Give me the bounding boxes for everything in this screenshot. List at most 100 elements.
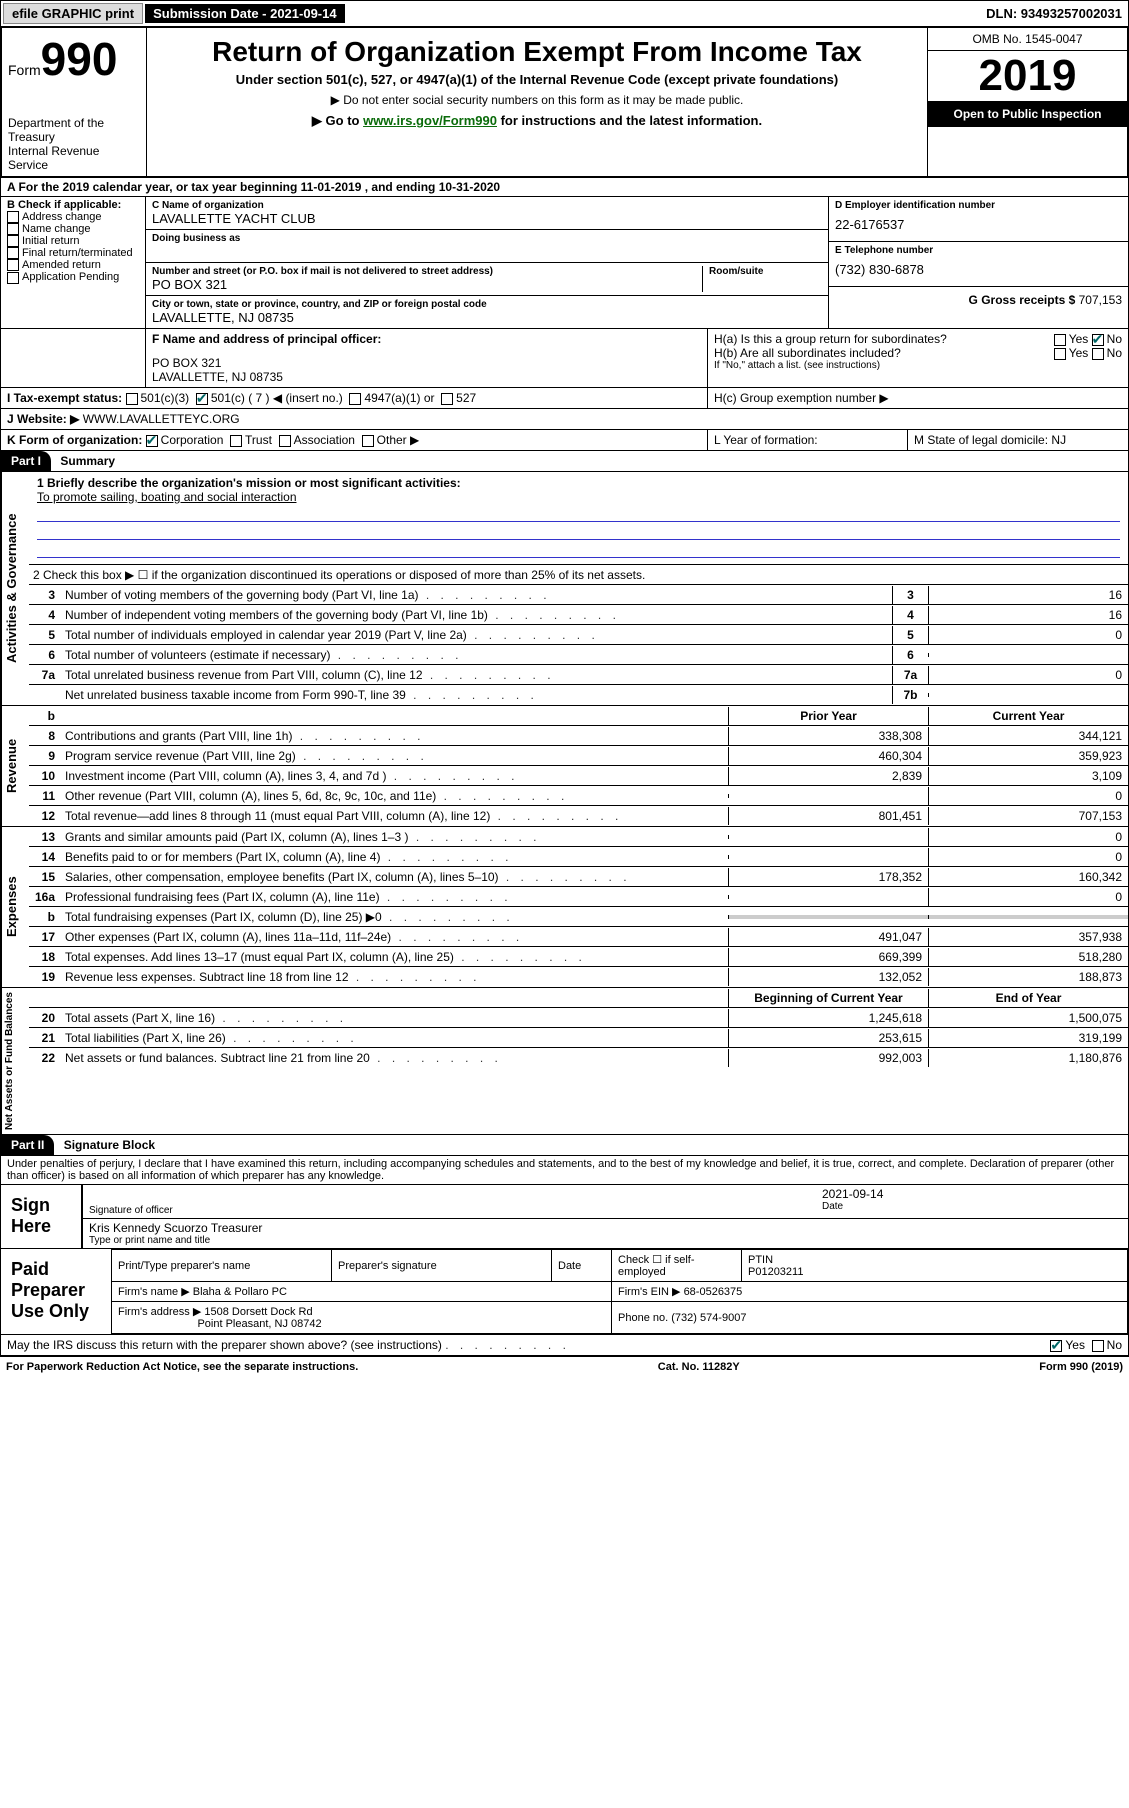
type-name-label: Type or print name and title [89, 1235, 262, 1246]
line-7a: 7a Total unrelated business revenue from… [29, 665, 1128, 685]
tax-year: 2019 [928, 51, 1127, 101]
discuss-question: May the IRS discuss this return with the… [1, 1335, 928, 1355]
officer-addr1: PO BOX 321 [152, 356, 701, 370]
tax-period: A For the 2019 calendar year, or tax yea… [0, 178, 1129, 197]
ein-label: D Employer identification number [835, 200, 1122, 211]
sig-officer-label: Signature of officer [89, 1205, 822, 1216]
phone: (732) 830-6878 [835, 256, 1122, 283]
firm-ein-label: Firm's EIN ▶ [618, 1286, 681, 1298]
room-label: Room/suite [709, 266, 822, 277]
state-domicile: M State of legal domicile: NJ [908, 430, 1128, 450]
city-state-zip: LAVALLETTE, NJ 08735 [152, 310, 822, 325]
form-org-label: K Form of organization: [7, 433, 142, 447]
opt-association[interactable]: Association [294, 433, 355, 447]
discuss-yes[interactable]: Yes [1065, 1338, 1085, 1352]
dept-treasury: Department of the Treasury [8, 116, 140, 144]
sig-date-label: Date [822, 1201, 1122, 1212]
form-no: Form 990 (2019) [1039, 1361, 1123, 1373]
check-initial-return[interactable]: Initial return [7, 235, 139, 247]
governance-section: Activities & Governance 1 Briefly descri… [0, 472, 1129, 706]
check-amended[interactable]: Amended return [7, 259, 139, 271]
line-20: 20 Total assets (Part X, line 16) 1,245,… [29, 1008, 1128, 1028]
prior-year-header: Prior Year [728, 707, 928, 725]
line-18: 18 Total expenses. Add lines 13–17 (must… [29, 947, 1128, 967]
prep-date-label: Date [552, 1250, 612, 1282]
line-11: 11 Other revenue (Part VIII, column (A),… [29, 786, 1128, 806]
omb-number: OMB No. 1545-0047 [928, 28, 1127, 51]
officer-name: Kris Kennedy Scuorzo Treasurer [89, 1221, 262, 1235]
hb-question: H(b) Are all subordinates included? Yes … [714, 346, 1122, 360]
firm-addr2: Point Pleasant, NJ 08742 [197, 1318, 321, 1330]
line-7b: Net unrelated business taxable income fr… [29, 685, 1128, 705]
revenue-section: Revenue b Prior Year Current Year 8 Cont… [0, 706, 1129, 827]
current-year-header: Current Year [928, 707, 1128, 725]
website: WWW.LAVALLETTEYC.ORG [83, 412, 240, 426]
firm-addr1: 1508 Dorsett Dock Rd [204, 1306, 312, 1318]
irs-label: Internal Revenue Service [8, 144, 140, 172]
netassets-label: Net Assets or Fund Balances [1, 988, 29, 1134]
form-header: Form990 Department of the Treasury Inter… [0, 27, 1129, 178]
part1-header: Part I [1, 451, 51, 471]
expenses-section: Expenses 13 Grants and similar amounts p… [0, 827, 1129, 988]
goto-note: ▶ Go to www.irs.gov/Form990 for instruct… [151, 113, 923, 129]
sign-here-block: Sign Here Signature of officer 2021-09-1… [0, 1185, 1129, 1249]
ein: 22-6176537 [835, 211, 1122, 238]
check-address-change[interactable]: Address change [7, 211, 139, 223]
opt-other[interactable]: Other ▶ [377, 433, 420, 447]
part1-title: Summary [54, 454, 115, 468]
part2-header: Part II [1, 1135, 54, 1155]
opt-corporation[interactable]: Corporation [161, 433, 224, 447]
firm-name: Blaha & Pollaro PC [193, 1286, 287, 1298]
paperwork-notice: For Paperwork Reduction Act Notice, see … [6, 1361, 358, 1373]
end-year-header: End of Year [928, 989, 1128, 1007]
firm-name-label: Firm's name ▶ [118, 1286, 190, 1298]
dln: DLN: 93493257002031 [986, 6, 1128, 21]
prep-phone: (732) 574-9007 [671, 1312, 746, 1324]
opt-4947[interactable]: 4947(a)(1) or [364, 391, 434, 405]
prep-phone-label: Phone no. [618, 1312, 668, 1324]
line-num-b: b [29, 707, 61, 725]
opt-527[interactable]: 527 [456, 391, 476, 405]
declaration: Under penalties of perjury, I declare th… [0, 1156, 1129, 1185]
org-name-label: C Name of organization [152, 200, 822, 211]
check-name-change[interactable]: Name change [7, 223, 139, 235]
netassets-section: Net Assets or Fund Balances Beginning of… [0, 988, 1129, 1135]
efile-print-button[interactable]: efile GRAPHIC print [3, 3, 143, 24]
phone-label: E Telephone number [835, 245, 1122, 256]
line2: 2 Check this box ▶ ☐ if the organization… [29, 565, 1128, 585]
line-10: 10 Investment income (Part VIII, column … [29, 766, 1128, 786]
org-name: LAVALLETTE YACHT CLUB [152, 211, 822, 226]
opt-501c[interactable]: 501(c) ( 7 ) ◀ (insert no.) [211, 391, 343, 405]
line-6: 6 Total number of volunteers (estimate i… [29, 645, 1128, 665]
line-22: 22 Net assets or fund balances. Subtract… [29, 1048, 1128, 1068]
expenses-label: Expenses [1, 827, 29, 987]
gross-receipts-label: G Gross receipts $ [969, 293, 1076, 307]
paid-preparer-block: Paid Preparer Use Only Print/Type prepar… [0, 1249, 1129, 1335]
check-final-return[interactable]: Final return/terminated [7, 247, 139, 259]
ptin: P01203211 [748, 1266, 803, 1278]
submission-date: Submission Date - 2021-09-14 [145, 4, 345, 23]
revenue-label: Revenue [1, 706, 29, 826]
cat-no: Cat. No. 11282Y [658, 1361, 740, 1373]
discuss-no[interactable]: No [1107, 1338, 1122, 1352]
line-16a: 16a Professional fundraising fees (Part … [29, 887, 1128, 907]
line-17: 17 Other expenses (Part IX, column (A), … [29, 927, 1128, 947]
open-inspection: Open to Public Inspection [928, 101, 1127, 127]
street-address: PO BOX 321 [152, 277, 702, 292]
governance-label: Activities & Governance [1, 472, 29, 705]
mission-text: To promote sailing, boating and social i… [37, 490, 1120, 504]
opt-501c3[interactable]: 501(c)(3) [141, 391, 190, 405]
city-label: City or town, state or province, country… [152, 299, 822, 310]
irs-link[interactable]: www.irs.gov/Form990 [363, 113, 497, 128]
check-self-employed[interactable]: Check ☐ if self-employed [612, 1250, 742, 1282]
opt-trust[interactable]: Trust [245, 433, 272, 447]
gross-receipts: 707,153 [1079, 293, 1122, 307]
firm-ein: 68-0526375 [684, 1286, 743, 1298]
line-13: 13 Grants and similar amounts paid (Part… [29, 827, 1128, 847]
check-app-pending[interactable]: Application Pending [7, 271, 139, 283]
website-label: J Website: ▶ [7, 412, 79, 426]
page-footer: For Paperwork Reduction Act Notice, see … [0, 1356, 1129, 1377]
paid-prep-label: Paid Preparer Use Only [1, 1249, 111, 1334]
line-3: 3 Number of voting members of the govern… [29, 585, 1128, 605]
line-8: 8 Contributions and grants (Part VIII, l… [29, 726, 1128, 746]
